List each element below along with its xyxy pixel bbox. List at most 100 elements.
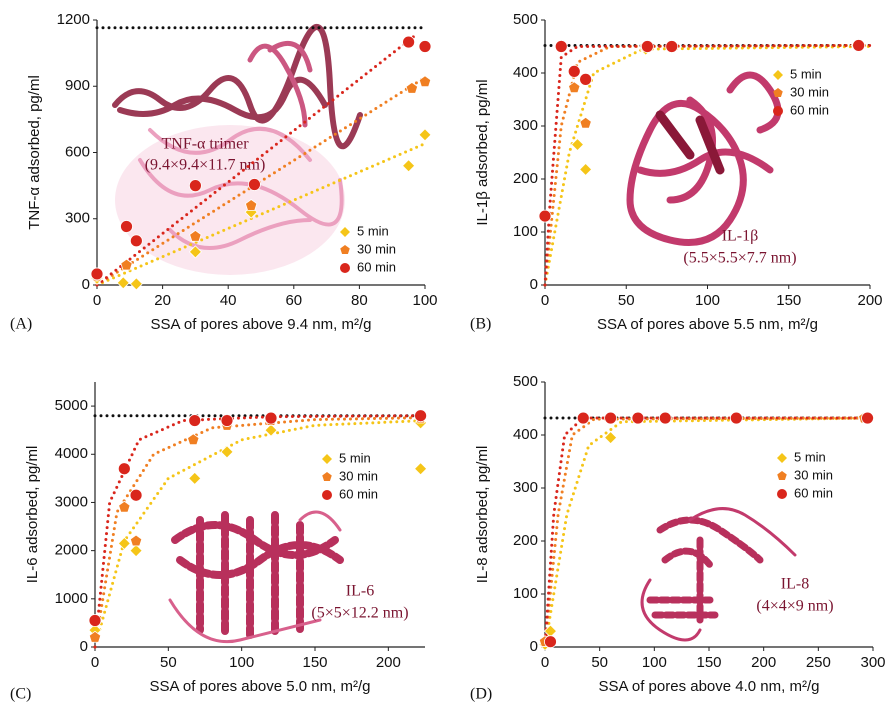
x-tick-label: 300	[860, 654, 885, 671]
data-point	[554, 40, 568, 53]
data-point	[402, 159, 416, 173]
il1b-art	[626, 71, 782, 246]
data-point	[129, 544, 143, 558]
x-tick-label: 0	[541, 654, 549, 671]
y-tick-label: 200	[513, 170, 538, 187]
legend-label: 60 min	[339, 486, 378, 501]
y-axis-label: IL-1β adsorbed, pg/ml	[474, 79, 491, 225]
x-tick-label: 100	[229, 654, 254, 671]
panel: 0 100 200 300 400 500 0 50 100 150 200 SSA of pores…	[470, 11, 883, 333]
data-point	[604, 411, 618, 425]
fit-line	[543, 416, 875, 649]
data-point	[120, 258, 133, 271]
fit-line	[95, 33, 417, 287]
data-point	[189, 229, 202, 242]
data-point	[88, 614, 102, 627]
legend-marker	[322, 454, 332, 464]
data-point	[244, 199, 258, 211]
data-point	[264, 423, 278, 437]
x-tick-label: 40	[220, 292, 237, 309]
legend-marker	[777, 453, 787, 463]
fit-line	[95, 75, 427, 287]
data-point	[604, 431, 618, 445]
data-point	[129, 234, 143, 248]
data-point	[264, 411, 278, 425]
y-tick-label: 400	[513, 426, 538, 443]
fit-line	[95, 142, 427, 287]
data-point	[567, 65, 581, 78]
x-tick-label: 100	[695, 292, 720, 309]
y-axis-label: IL-6 adsorbed, pg/ml	[24, 446, 41, 584]
panel: 0 300 600 900 1200 0 20 40 60 80 100 SSA of pores a…	[10, 11, 438, 333]
fit-line	[93, 414, 427, 649]
x-tick-label: 150	[696, 654, 721, 671]
legend-label: 30 min	[794, 467, 833, 482]
legend-label: 60 min	[357, 259, 396, 274]
data-point	[414, 462, 428, 476]
x-tick-label: 200	[857, 292, 882, 309]
legend-label: 30 min	[339, 468, 378, 483]
legend-label: 30 min	[790, 84, 829, 99]
annotation: IL-6	[346, 583, 374, 600]
fit-line	[543, 416, 875, 649]
y-tick-label: 0	[82, 276, 90, 293]
legend-marker	[777, 471, 787, 481]
x-axis-label: SSA of pores above 9.4 nm, m²/g	[151, 316, 372, 333]
y-axis-label: TNF-α adsorbed, pg/ml	[26, 75, 43, 230]
data-point	[187, 433, 200, 446]
legend-marker	[322, 490, 332, 500]
y-tick-label: 5000	[55, 397, 88, 414]
x-tick-label: 100	[642, 654, 667, 671]
x-tick-label: 200	[376, 654, 401, 671]
data-point	[579, 116, 592, 129]
panel-label: (D)	[470, 686, 492, 703]
fit-line	[543, 43, 872, 287]
annotation: (9.4×9.4×11.7 nm)	[145, 157, 266, 174]
y-tick-label: 500	[513, 11, 538, 28]
x-tick-label: 50	[160, 654, 177, 671]
x-axis-label: SSA of pores above 4.0 nm, m²/g	[599, 678, 820, 695]
y-tick-label: 400	[513, 64, 538, 81]
x-tick-label: 250	[806, 654, 831, 671]
x-tick-label: 100	[412, 292, 437, 309]
y-tick-label: 900	[65, 77, 90, 94]
y-tick-label: 500	[513, 373, 538, 390]
data-point	[418, 40, 432, 53]
legend-marker	[340, 263, 350, 273]
data-point	[852, 39, 866, 52]
annotation: (5×5×12.2 nm)	[311, 605, 408, 622]
x-tick-label: 0	[541, 292, 549, 309]
annotation: (4×4×9 nm)	[756, 598, 833, 615]
annotation: (5.5×5.5×7.7 nm)	[683, 250, 796, 267]
y-tick-label: 300	[513, 117, 538, 134]
panel-label: (A)	[10, 316, 32, 333]
data-point	[418, 128, 432, 142]
annotation: TNF-α trimer	[161, 136, 249, 153]
panel: 0 1000 2000 3000 4000 5000 0 50 100 150 200 SSA of …	[10, 382, 428, 703]
y-tick-label: 0	[530, 276, 538, 293]
data-point	[576, 411, 590, 425]
legend-label: 5 min	[790, 66, 822, 81]
data-point	[248, 178, 261, 191]
legend-marker	[773, 88, 783, 98]
x-tick-label: 150	[776, 292, 801, 309]
legend-marker	[773, 70, 783, 80]
y-tick-label: 600	[65, 143, 90, 160]
data-point	[631, 411, 645, 425]
fit-line	[93, 419, 427, 649]
x-tick-label: 50	[618, 292, 635, 309]
data-point	[188, 414, 202, 427]
data-point	[220, 445, 234, 459]
il6-art	[168, 510, 344, 644]
data-point	[729, 411, 743, 425]
data-point	[861, 411, 874, 425]
y-tick-label: 300	[65, 210, 90, 227]
x-tick-label: 200	[751, 654, 776, 671]
annotation: IL-1β	[722, 228, 759, 245]
data-point	[116, 276, 130, 290]
x-tick-label: 60	[285, 292, 302, 309]
y-axis-label: IL-8 adsorbed, pg/ml	[474, 446, 491, 584]
y-tick-label: 2000	[55, 542, 88, 559]
legend-label: 5 min	[357, 223, 389, 238]
